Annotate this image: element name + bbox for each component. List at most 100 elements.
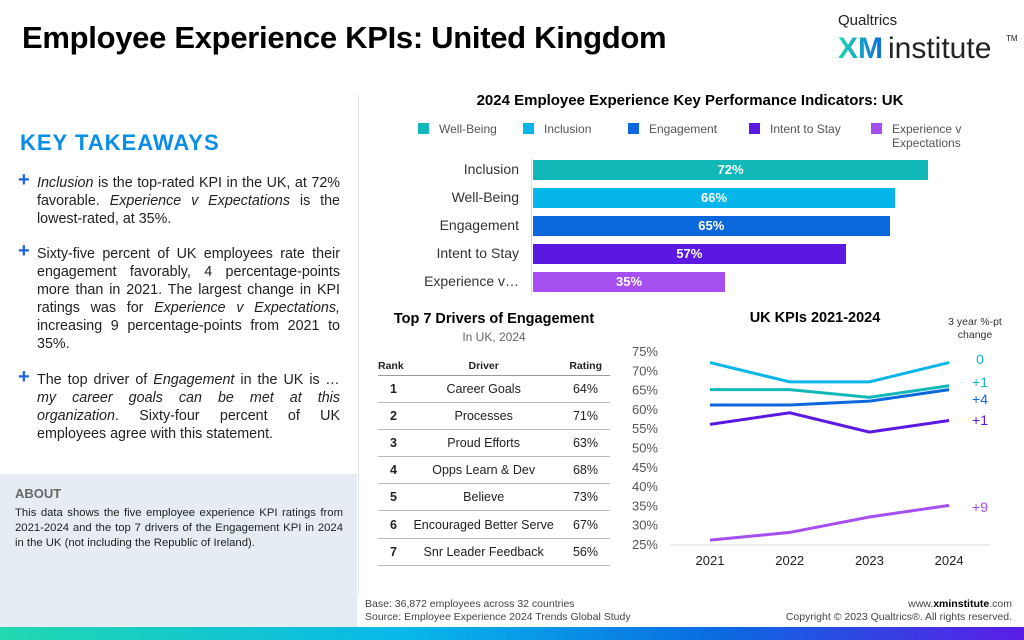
footer-copyright: www.xminstitute.com Copyright © 2023 Qua… (786, 598, 1012, 624)
y-tick-label: 65% (632, 383, 658, 398)
y-tick-label: 70% (632, 363, 658, 378)
plus-icon: + (18, 240, 30, 262)
driver-cell: Encouraged Better Serve (403, 510, 564, 539)
legend-label: Engagement (649, 122, 718, 136)
footer-source-text: Source: Employee Experience 2024 Trends … (365, 611, 631, 623)
series-line-0 (709, 361, 950, 384)
drivers-table: Rank Driver Rating 1 Career Goals 64% 2 Proc… (378, 358, 610, 566)
legend-swatch (523, 123, 534, 134)
change-label: +1 (972, 374, 988, 390)
rating-cell: 63% (563, 429, 610, 458)
table-row: 4 Opps Learn & Dev 68% (378, 456, 610, 485)
change-annotation-title: 3 year %-pt change (948, 316, 1002, 341)
legend-label: Inclusion (544, 122, 592, 136)
takeaway-segment: Engagement (153, 372, 235, 388)
rank-cell: 6 (378, 510, 404, 539)
table-row: 3 Proud Efforts 63% (378, 429, 610, 458)
y-tick-label: 75% (632, 344, 658, 359)
rating-cell: 73% (563, 483, 610, 512)
footer-url[interactable]: www.xminstitute.com (786, 598, 1012, 611)
table-row: 2 Processes 71% (378, 402, 610, 430)
y-tick-label: 35% (632, 498, 658, 513)
bar-4: 35% (533, 272, 725, 292)
rank-cell: 5 (378, 483, 404, 512)
rank-cell: 4 (378, 456, 404, 485)
drivers-subtitle: In UK, 2024 (462, 330, 526, 344)
legend-label: Experience v Expectations (892, 122, 962, 150)
takeaway-text: Inclusion is the top-rated KPI in the UK… (37, 174, 340, 228)
divider (358, 95, 359, 595)
rating-cell: 64% (563, 375, 610, 403)
takeaway-segment: in the UK is (234, 372, 326, 388)
takeaway-item: + The top driver of Engagement in the UK … (18, 366, 340, 443)
header-rank: Rank (378, 358, 404, 376)
rating-cell: 71% (563, 402, 610, 430)
y-tick-label: 55% (632, 421, 658, 436)
takeaway-segment: Sixty-five percent of UK employees rate … (37, 246, 340, 316)
y-tick-label: 40% (632, 479, 658, 494)
driver-cell: Believe (403, 483, 564, 512)
series-line-4 (709, 503, 950, 542)
bar-category-label: Engagement (439, 217, 519, 233)
change-label: 0 (976, 351, 984, 367)
bar-category-label: Well-Being (451, 189, 519, 205)
plus-icon: + (18, 366, 30, 388)
legend-label: Intent to Stay (770, 122, 841, 136)
logo-qualtrics: Qualtrics (838, 12, 898, 29)
driver-cell: Career Goals (403, 375, 564, 403)
takeaway-segment: …my career goals can be met at this orga… (37, 372, 340, 424)
logo-institute: institute (888, 32, 992, 65)
header-rating: Rating (563, 358, 610, 376)
footer-base: Base: 36,872 employees across 32 countri… (365, 598, 575, 610)
bar-1: 66% (533, 188, 896, 208)
takeaway-segment: The top driver of (37, 372, 154, 388)
driver-cell: Opps Learn & Dev (403, 456, 564, 485)
footer-source: Base: 36,872 employees across 32 countri… (365, 598, 631, 624)
rank-cell: 2 (378, 402, 404, 430)
takeaway-segment: is the top-rated KPI in the UK, at 72% f… (37, 175, 340, 209)
logo-tm: TM (1006, 34, 1018, 43)
about-panel (0, 474, 357, 627)
copyright-text: Copyright © 2023 Qualtrics®. All rights … (785, 611, 1012, 623)
legend-swatch (871, 123, 882, 134)
y-tick-label: 45% (632, 460, 658, 475)
takeaway-segment: increasing 9 percentage-points from 2021… (37, 318, 340, 352)
takeaway-segment: Experience v Expectations (109, 193, 291, 209)
plus-icon: + (18, 169, 30, 191)
takeaway-text: Sixty-five percent of UK employees rate … (37, 245, 340, 353)
logo-xm: XM (838, 32, 883, 65)
bar-2: 65% (533, 216, 890, 236)
series-line-2 (710, 388, 950, 407)
about-text: This data shows the five employee experi… (15, 507, 343, 549)
x-tick-label: 2022 (775, 553, 804, 568)
y-tick-label: 30% (632, 518, 658, 533)
gradient-footer-bar (0, 627, 1024, 640)
legend-item: Inclusion (523, 122, 591, 136)
drivers-title: Top 7 Drivers of Engagement (393, 311, 595, 327)
y-tick-label: 50% (632, 441, 658, 456)
takeaway-text: The top driver of Engagement in the UK i… (37, 371, 340, 443)
rating-cell: 67% (563, 510, 610, 539)
bar-category-label: Inclusion (463, 161, 519, 177)
line-chart: 75% 70% 65% 60% 55% 50% 45% 40% 35% 30% 25% 2021 202… (632, 344, 990, 568)
legend-item: Engagement (628, 122, 717, 136)
rank-cell: 7 (378, 538, 404, 566)
line-chart-title: UK KPIs 2021-2024 (749, 310, 881, 326)
driver-cell: Processes (403, 402, 564, 430)
change-label: +4 (972, 391, 988, 407)
table-row: 1 Career Goals 64% (378, 375, 610, 403)
legend-item: Intent to Stay (749, 122, 841, 136)
driver-cell: Proud Efforts (403, 429, 564, 458)
rating-cell: 56% (563, 538, 610, 566)
bar-0: 72% (533, 160, 928, 180)
url-suffix: .com (989, 598, 1012, 610)
bar-chart-axis (531, 158, 532, 296)
url-domain: xminstitute (933, 598, 990, 610)
series-line-1 (710, 384, 950, 399)
legend-swatch (749, 123, 760, 134)
page-title: Employee Experience KPIs: United Kingdom (22, 20, 667, 55)
header-driver: Driver (403, 358, 564, 376)
takeaway-segment: Inclusion (37, 175, 94, 191)
table-row: 7 Snr Leader Feedback 56% (378, 538, 610, 566)
legend-item: Well-Being (418, 122, 497, 136)
